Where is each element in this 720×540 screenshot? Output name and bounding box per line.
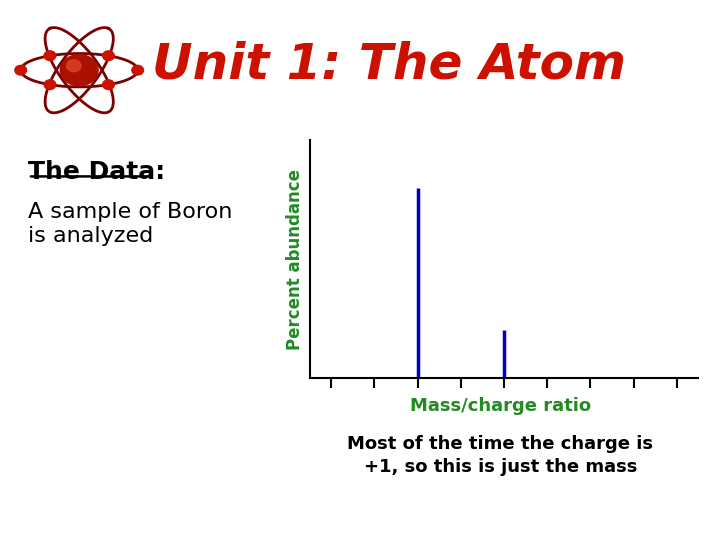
Circle shape: [60, 55, 98, 86]
Y-axis label: Percent abundance: Percent abundance: [286, 168, 304, 350]
Circle shape: [103, 51, 114, 60]
Text: Most of the time the charge is
+1, so this is just the mass: Most of the time the charge is +1, so th…: [347, 435, 654, 476]
Text: A sample of Boron
is analyzed: A sample of Boron is analyzed: [28, 202, 233, 246]
Circle shape: [15, 65, 27, 75]
Circle shape: [103, 80, 114, 90]
Circle shape: [132, 65, 143, 75]
Text: The Data:: The Data:: [28, 160, 165, 184]
Circle shape: [44, 80, 56, 90]
Text: Unit 1: The Atom: Unit 1: The Atom: [152, 40, 626, 88]
Text: Mass/charge ratio: Mass/charge ratio: [410, 397, 591, 415]
Circle shape: [67, 60, 81, 72]
Circle shape: [44, 51, 56, 60]
